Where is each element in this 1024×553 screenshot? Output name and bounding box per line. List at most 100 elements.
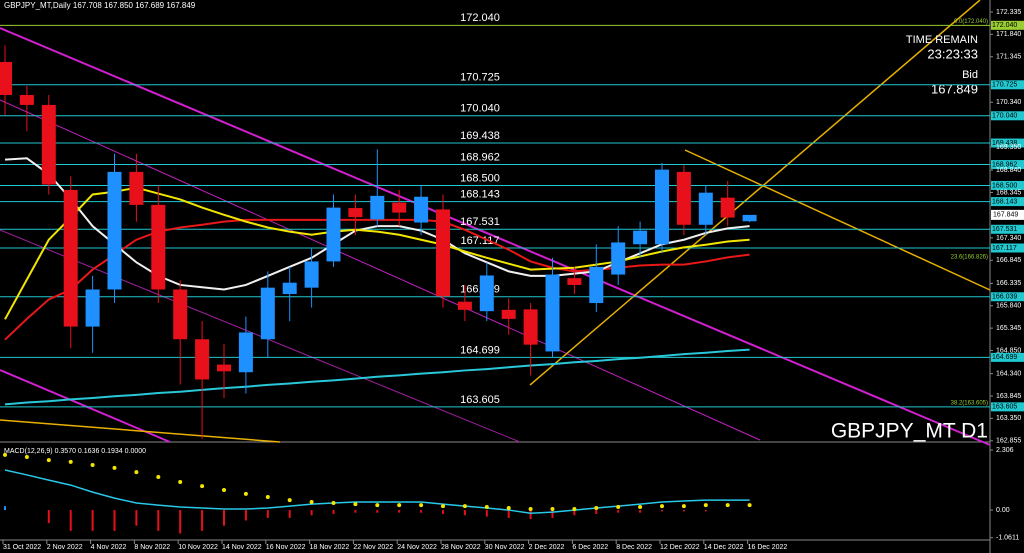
x-tick-label: 4 Nov 2022 [91, 544, 127, 551]
trend-line [684, 149, 991, 291]
candle-body [436, 209, 450, 297]
macd-signal-dot [594, 505, 599, 510]
macd-bar [463, 510, 466, 516]
candle-body [545, 274, 560, 352]
candle-body [414, 196, 429, 223]
candle-body [523, 309, 538, 345]
candle-body [0, 61, 12, 95]
level-label: 167.117 [461, 235, 500, 247]
macd-signal-dot [156, 475, 161, 480]
candle-body [698, 192, 713, 225]
macd-bar [266, 510, 269, 518]
candle-body [151, 204, 166, 290]
x-tick-label: 14 Dec 2022 [704, 544, 744, 551]
level-tag [991, 352, 1024, 362]
x-tick-label: 31 Oct 2022 [3, 544, 41, 551]
candle-body [282, 282, 297, 294]
bid: 167.849 [931, 81, 978, 96]
macd-bar [529, 510, 532, 520]
macd-signal-dot [484, 504, 489, 509]
time-remain-label: TIME REMAIN [906, 34, 978, 46]
y-tick-label: 163.350 [996, 415, 1021, 422]
bid-label: Bid [962, 69, 978, 81]
level-label: 168.143 [460, 188, 500, 200]
macd-signal-dot [243, 491, 248, 496]
candle-body [173, 289, 188, 340]
x-tick-label: 14 Nov 2022 [222, 544, 262, 551]
macd-bar [507, 510, 510, 518]
candle-body [129, 171, 144, 205]
candle-body [611, 242, 626, 275]
macd-signal-dot [46, 458, 51, 463]
candle-body [63, 189, 78, 327]
macd-bar [91, 510, 94, 531]
candle-body [479, 275, 494, 312]
macd-bar [47, 510, 50, 524]
macd-signal-dot [287, 498, 292, 503]
level-tag-label: 168.143 [992, 198, 1017, 205]
y-tick-label: 168.345 [996, 189, 1021, 196]
x-tick-label: 2 Nov 2022 [47, 544, 83, 551]
candle-body [326, 207, 341, 262]
macd-signal-dot [681, 504, 686, 509]
candle-body [85, 289, 100, 327]
candle-body [742, 214, 757, 222]
level-tag [991, 197, 1024, 207]
macd-bar [157, 510, 160, 531]
candle-body [19, 94, 34, 105]
level-label: 172.040 [460, 12, 500, 24]
y-tick-label: 166.845 [996, 257, 1021, 264]
level-label: 163.605 [460, 394, 500, 406]
level-tag-label: 167.531 [992, 226, 1017, 233]
macd-signal-dot [660, 504, 664, 509]
macd-signal-dot [24, 454, 29, 459]
candle-body [633, 230, 648, 245]
trendlines [0, 0, 991, 446]
x-tick-label: 16 Nov 2022 [266, 544, 306, 551]
macd-signal-dot [725, 503, 730, 508]
x-tick-label: 24 Nov 2022 [397, 544, 437, 551]
level-tag [991, 243, 1024, 253]
macd-label: MACD(12,26,9) 0.3570 0.1636 0.1934 0.000… [4, 448, 146, 455]
macd-signal-dot [68, 459, 73, 464]
y-tick-label: 165.840 [996, 303, 1021, 310]
macd-bar [595, 510, 598, 514]
level-tag-label: 166.039 [992, 294, 1017, 301]
macd-bar [310, 510, 313, 516]
chart-header: GBPJPY_MT,Daily 167.708 167.850 167.689 … [4, 1, 196, 10]
y-tick-label: 163.845 [996, 393, 1021, 400]
macd-bar [639, 510, 642, 513]
macd-tick-label: -1.0611 [996, 535, 1019, 542]
candle-body [348, 208, 363, 218]
macd-signal-dot [375, 503, 380, 508]
x-tick-label: 22 Nov 2022 [353, 544, 393, 551]
macd-signal-dot [3, 452, 7, 457]
candle-body [457, 301, 472, 310]
level-tag [991, 180, 1024, 190]
fib-label: 38.2(163.605) [951, 400, 988, 406]
candle-body [392, 202, 407, 213]
level-label: 170.725 [460, 72, 500, 84]
macd-bar [376, 510, 379, 513]
macd-bar [398, 510, 401, 513]
y-tick-label: 168.840 [996, 167, 1021, 174]
macd-bar [573, 510, 576, 516]
level-tag [991, 138, 1024, 148]
macd-signal-dot [703, 503, 708, 508]
level-tag [991, 292, 1024, 302]
level-label: 164.699 [460, 344, 500, 356]
x-tick-label: 30 Nov 2022 [485, 544, 525, 551]
candle-body [238, 332, 253, 373]
macd-bar [223, 510, 225, 526]
level-tag-label: 169.438 [992, 140, 1017, 147]
level-tag [991, 80, 1024, 90]
candle-body [217, 364, 231, 372]
candle-body [676, 171, 691, 225]
level-tag-label: 164.699 [992, 354, 1017, 361]
bid-tag [991, 209, 1024, 220]
macd-signal-dot [550, 507, 555, 512]
macd-bar [485, 510, 488, 517]
macd-bar [551, 510, 554, 518]
x-tick-label: 28 Nov 2022 [441, 544, 481, 551]
